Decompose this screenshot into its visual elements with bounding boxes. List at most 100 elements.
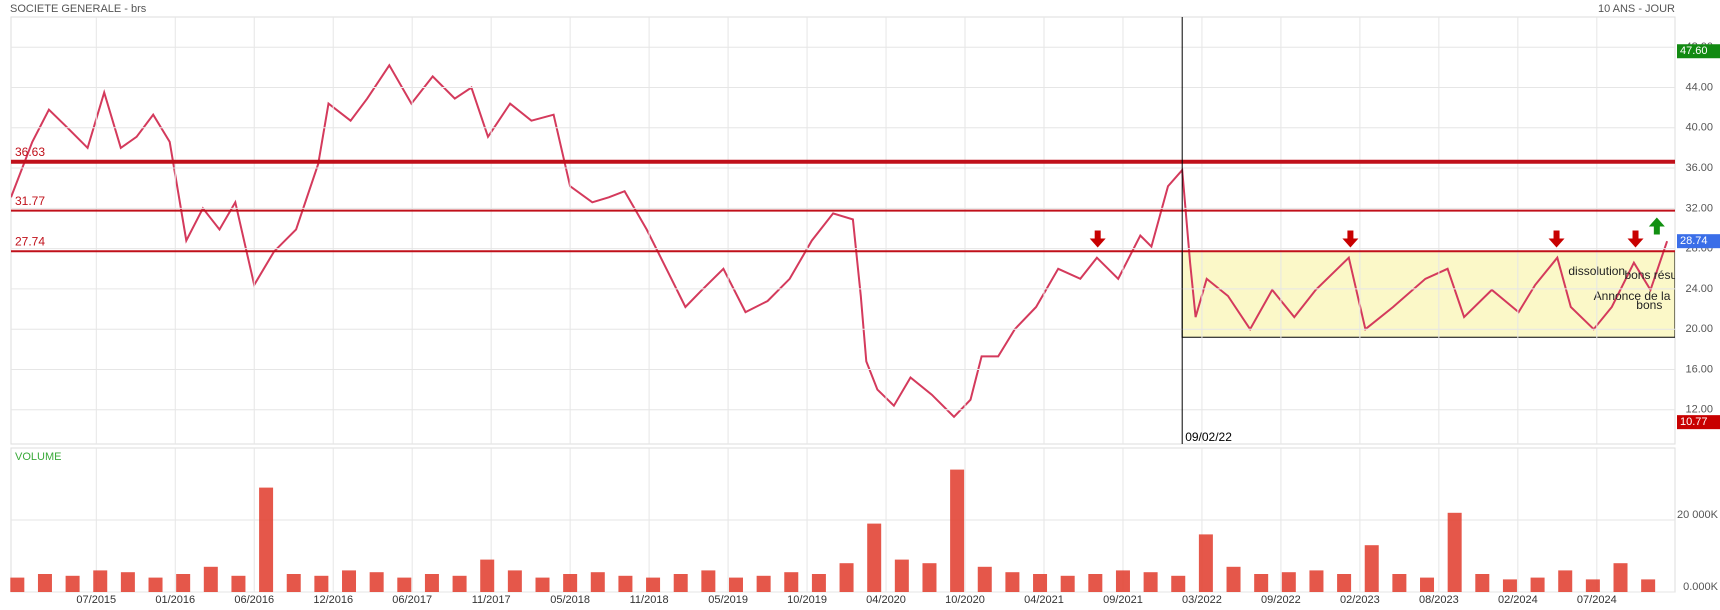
volume-bar <box>1337 574 1352 592</box>
volume-bar <box>950 469 965 592</box>
volume-bar <box>176 574 191 592</box>
y-tick-label: 20.00 <box>1685 323 1713 335</box>
volume-bar <box>1502 579 1517 592</box>
price-tag <box>1677 234 1720 249</box>
signal-arrow <box>1627 230 1644 248</box>
volume-bar <box>342 570 357 592</box>
volume-bar <box>1447 512 1462 592</box>
level-label: 31.77 <box>15 194 45 208</box>
volume-bar <box>701 570 716 592</box>
volume-bar <box>1033 574 1048 592</box>
y-tick-label: 24.00 <box>1685 283 1713 295</box>
volume-bar <box>148 577 163 592</box>
x-tick-label: 10/2019 <box>787 594 827 606</box>
volume-bar <box>1309 570 1324 592</box>
y-tick-label: 0.000K <box>1683 581 1719 593</box>
y-tick-label: 32.00 <box>1685 202 1713 214</box>
volume-bar <box>563 574 578 592</box>
y-tick-label: 36.00 <box>1685 162 1713 174</box>
annotation: Annonce de la <box>1594 289 1671 303</box>
x-tick-label: 09/2022 <box>1261 594 1301 606</box>
y-tick-label: 16.00 <box>1685 363 1713 375</box>
volume-bar <box>535 577 550 592</box>
price-tag-label: 47.60 <box>1680 45 1708 57</box>
volume-bar <box>93 570 108 592</box>
x-tick-label: 12/2016 <box>313 594 353 606</box>
volume-label: VOLUME <box>15 451 61 463</box>
volume-bar <box>1226 566 1241 592</box>
price-line <box>11 63 1669 419</box>
volume-bar <box>811 574 826 592</box>
volume-bar <box>1060 575 1075 592</box>
volume-bar <box>397 577 412 592</box>
volume-bar <box>452 575 467 592</box>
x-tick-label: 02/2024 <box>1498 594 1538 606</box>
signal-arrow <box>1548 230 1565 248</box>
volume-bar <box>37 574 52 592</box>
price-panel <box>10 16 1676 445</box>
volume-bar <box>1281 572 1296 592</box>
x-tick-label: 01/2016 <box>155 594 195 606</box>
volume-bar <box>286 574 301 592</box>
volume-bar <box>1088 574 1103 592</box>
volume-bar <box>1364 545 1379 592</box>
volume-bar <box>977 566 992 592</box>
x-tick-label: 08/2023 <box>1419 594 1459 606</box>
volume-bar <box>480 559 495 592</box>
volume-bar <box>10 577 25 592</box>
volume-bar <box>894 559 909 592</box>
volume-bar <box>728 577 743 592</box>
signal-arrow <box>1342 230 1359 248</box>
x-tick-label: 10/2020 <box>945 594 985 606</box>
level-label: 36.63 <box>15 145 45 159</box>
volume-bar <box>1475 574 1490 592</box>
volume-bar <box>259 487 274 592</box>
price-tag-label: 10.77 <box>1680 416 1708 428</box>
volume-bar <box>646 577 661 592</box>
volume-bar <box>231 575 246 592</box>
x-tick-label: 02/2023 <box>1340 594 1380 606</box>
x-tick-label: 04/2021 <box>1024 594 1064 606</box>
x-tick-label: 07/2024 <box>1577 594 1617 606</box>
y-tick-label: 44.00 <box>1685 81 1713 93</box>
volume-bar <box>1143 572 1158 592</box>
x-tick-label: 05/2018 <box>550 594 590 606</box>
volume-bar <box>1420 577 1435 592</box>
volume-bar <box>314 575 329 592</box>
volume-bar <box>1198 534 1213 592</box>
range-zone <box>1181 250 1675 338</box>
volume-bar <box>203 566 218 592</box>
volume-bar <box>784 572 799 592</box>
volume-bar <box>756 575 771 592</box>
volume-bar <box>867 523 882 592</box>
x-tick-label: 05/2019 <box>708 594 748 606</box>
signal-arrow <box>1648 217 1665 235</box>
volume-bar <box>1558 570 1573 592</box>
y-tick-label: 12.00 <box>1685 404 1713 416</box>
volume-bar <box>120 572 135 592</box>
annotation: bons résultats <box>1624 268 1699 282</box>
price-tag-label: 28.74 <box>1680 235 1708 247</box>
x-tick-label: 04/2020 <box>866 594 906 606</box>
volume-bar <box>1254 574 1269 592</box>
volume-bar <box>618 575 633 592</box>
volume-bar <box>673 574 688 592</box>
volume-bar <box>922 563 937 592</box>
volume-bar <box>1530 577 1545 592</box>
volume-bar <box>1392 574 1407 592</box>
x-tick-label: 03/2022 <box>1182 594 1222 606</box>
x-tick-label: 07/2015 <box>76 594 116 606</box>
volume-bar <box>369 572 384 592</box>
signal-arrow <box>1089 230 1106 248</box>
volume-bar <box>1005 572 1020 592</box>
y-tick-label: 40.00 <box>1685 122 1713 134</box>
annotation: bons <box>1636 298 1662 312</box>
y-tick-label: 20 000K <box>1677 509 1719 521</box>
date-marker-label: 09/02/22 <box>1185 430 1232 444</box>
price-tag <box>1677 415 1720 430</box>
x-tick-label: 11/2018 <box>630 594 669 606</box>
volume-bar <box>839 563 854 592</box>
volume-bar <box>1115 570 1130 592</box>
level-label: 27.74 <box>15 234 45 248</box>
